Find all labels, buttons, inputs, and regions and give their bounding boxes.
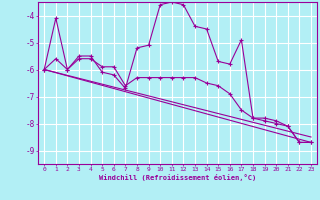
X-axis label: Windchill (Refroidissement éolien,°C): Windchill (Refroidissement éolien,°C): [99, 174, 256, 181]
